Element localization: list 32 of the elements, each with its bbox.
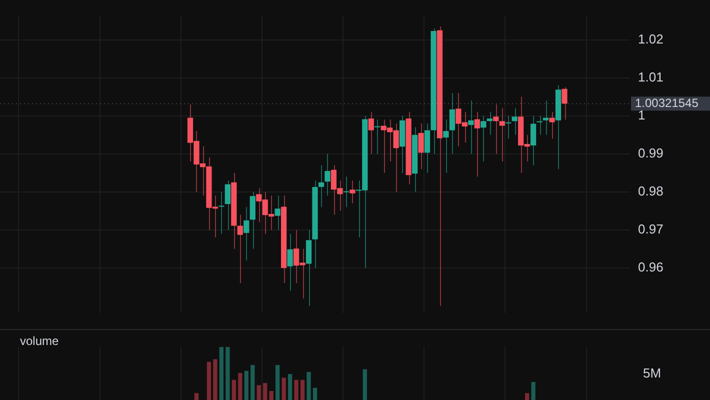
bar [213, 359, 218, 400]
bar [219, 347, 224, 400]
bar [263, 383, 268, 400]
bar [244, 370, 248, 400]
bar [232, 380, 236, 400]
y-tick-label: 1.01 [638, 69, 664, 84]
bar [238, 372, 242, 400]
bar [206, 362, 212, 400]
bar [250, 365, 255, 400]
bar [282, 378, 286, 400]
bar [306, 372, 311, 400]
bar [226, 347, 230, 400]
bar [362, 369, 367, 400]
bar [288, 374, 292, 400]
chart-title: volume [20, 334, 59, 348]
bar [525, 393, 530, 400]
bar [312, 388, 318, 400]
y-tick-label: 0.98 [638, 183, 664, 198]
y-tick-label: 1.02 [638, 31, 664, 46]
ref-line-label: 1.00321545 [635, 96, 699, 110]
bar [294, 380, 298, 400]
bar [256, 385, 261, 400]
y-tick-label: 0.96 [638, 260, 664, 275]
text: 5M [643, 366, 662, 381]
bar [194, 393, 199, 400]
y-tick-label: 0.99 [638, 145, 664, 160]
bar [531, 382, 536, 400]
y-tick-label: 0.97 [638, 221, 664, 236]
y-tick-label: 1 [638, 107, 646, 122]
bar [269, 390, 274, 400]
bar [300, 380, 305, 400]
bar [276, 365, 280, 400]
